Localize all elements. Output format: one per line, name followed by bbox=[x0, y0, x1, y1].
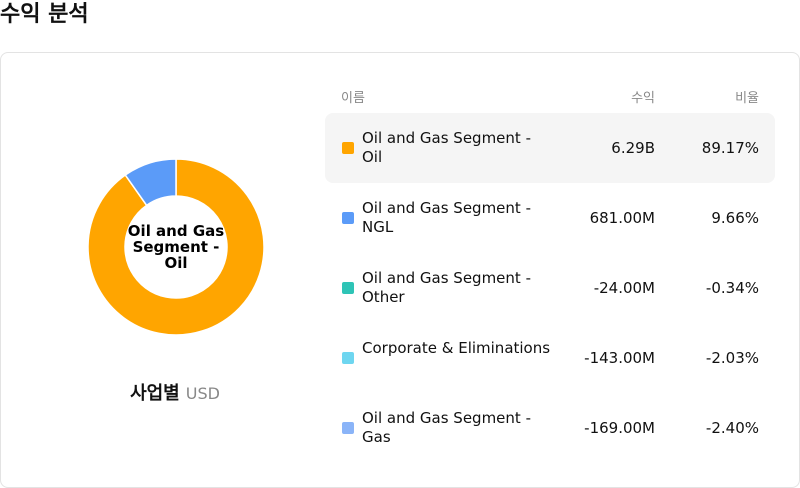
segment-revenue: -143.00M bbox=[584, 349, 655, 367]
table-row[interactable]: Oil and Gas Segment - Oil 6.29B 89.17% bbox=[325, 113, 775, 183]
segment-name: Corporate & Eliminations bbox=[362, 339, 551, 357]
legend-swatch bbox=[342, 212, 354, 224]
segment-ratio: -2.03% bbox=[705, 349, 759, 367]
segment-revenue: -24.00M bbox=[593, 279, 655, 297]
donut-slice[interactable] bbox=[124, 158, 177, 207]
donut-center-text: Oil and Gas Segment - Oil bbox=[127, 222, 225, 272]
page-title: 수익 분석 bbox=[0, 2, 89, 27]
chart-caption: 사업별 USD bbox=[1, 379, 349, 405]
legend-swatch bbox=[342, 422, 354, 434]
segment-name: Oil and Gas Segment - Oil bbox=[362, 129, 531, 166]
donut-chart: Oil and Gas Segment - Oil bbox=[87, 158, 265, 336]
legend-swatch bbox=[342, 352, 354, 364]
segment-name: Oil and Gas Segment - Other bbox=[362, 269, 531, 306]
table-header: 이름 수익 비율 bbox=[341, 85, 775, 106]
table-row[interactable]: Oil and Gas Segment - Gas -169.00M -2.40% bbox=[325, 393, 775, 463]
donut-slice[interactable] bbox=[87, 158, 265, 336]
legend-swatch bbox=[342, 142, 354, 154]
header-name: 이름 bbox=[341, 91, 365, 106]
segment-revenue: -169.00M bbox=[584, 419, 655, 437]
donut-center-label: Oil and Gas Segment - Oil bbox=[124, 195, 228, 299]
segment-ratio: 9.66% bbox=[711, 209, 759, 227]
segment-revenue: 6.29B bbox=[611, 139, 655, 157]
caption-title: 사업별 bbox=[130, 383, 180, 404]
table-row[interactable]: Corporate & Eliminations -143.00M -2.03% bbox=[325, 323, 775, 393]
segment-name: Oil and Gas Segment - NGL bbox=[362, 199, 531, 236]
segment-ratio: -0.34% bbox=[705, 279, 759, 297]
revenue-card: Oil and Gas Segment - Oil 사업별 USD 이름 수익 비… bbox=[0, 52, 800, 488]
segment-name: Oil and Gas Segment - Gas bbox=[362, 409, 531, 446]
legend-swatch bbox=[342, 282, 354, 294]
table-row[interactable]: Oil and Gas Segment - NGL 681.00M 9.66% bbox=[325, 183, 775, 253]
header-ratio: 비율 bbox=[735, 91, 759, 106]
segment-ratio: 89.17% bbox=[701, 139, 759, 157]
segment-revenue: 681.00M bbox=[589, 209, 655, 227]
caption-unit: USD bbox=[185, 384, 220, 403]
segment-ratio: -2.40% bbox=[705, 419, 759, 437]
donut-svg bbox=[87, 158, 265, 336]
header-revenue: 수익 bbox=[631, 91, 655, 106]
table-row[interactable]: Oil and Gas Segment - Other -24.00M -0.34% bbox=[325, 253, 775, 323]
